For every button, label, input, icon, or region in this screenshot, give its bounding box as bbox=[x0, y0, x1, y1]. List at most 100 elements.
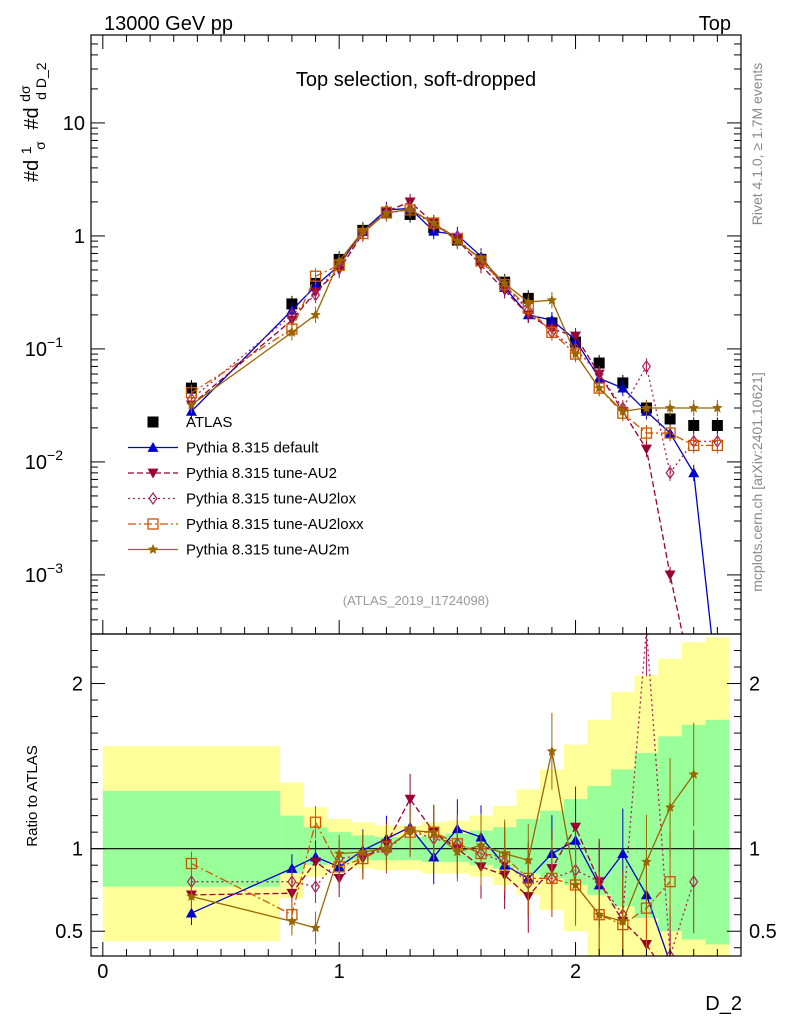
main-series-layer bbox=[185, 193, 724, 634]
legend-item-pythia-8-315-tune-au2m: Pythia 8.315 tune-AU2m bbox=[128, 542, 349, 559]
ratio-point bbox=[310, 857, 322, 868]
data-point bbox=[711, 420, 723, 432]
analysis-tag: (ATLAS_2019_I1724098) bbox=[343, 593, 489, 608]
data-point bbox=[594, 367, 604, 381]
data-point bbox=[523, 296, 534, 307]
data-point bbox=[546, 294, 558, 305]
ratio-point bbox=[688, 768, 699, 779]
ratio-point bbox=[499, 848, 510, 859]
data-point bbox=[664, 427, 676, 439]
x-axis: 0 1 2 bbox=[97, 35, 718, 983]
data-point bbox=[546, 326, 558, 339]
legend-marker bbox=[147, 416, 159, 428]
legend-label: Pythia 8.315 tune-AU2 bbox=[186, 465, 337, 482]
data-point bbox=[570, 348, 581, 359]
data-point bbox=[688, 420, 700, 432]
main-y-tick-label: 10−1 bbox=[25, 334, 63, 361]
data-point bbox=[711, 439, 724, 452]
legend-item-pythia-8-315-tune-au2loxx: Pythia 8.315 tune-AU2loxx bbox=[128, 516, 364, 533]
data-point bbox=[404, 203, 416, 214]
data-point bbox=[665, 466, 675, 480]
x-tick-label: 0 bbox=[97, 961, 108, 983]
data-point bbox=[664, 413, 676, 425]
ratio-point bbox=[523, 854, 534, 865]
x-tick-label: 1 bbox=[334, 961, 345, 983]
ylabel-dsigma: dσ bbox=[17, 85, 33, 102]
legend-item-atlas: ATLAS bbox=[147, 414, 232, 431]
uncertainty-band-green bbox=[705, 719, 730, 945]
data-point bbox=[381, 207, 392, 218]
ratio-point bbox=[546, 872, 558, 885]
ratio-panel: 0.5 0.5 1 1 2 2 0 1 2 Ratio to ATLAS D_2 bbox=[24, 35, 777, 1015]
ylabel-prefix: #d bbox=[21, 160, 43, 182]
ratio-point bbox=[570, 879, 581, 890]
legend-item-pythia-8-315-tune-au2lox: Pythia 8.315 tune-AU2lox bbox=[128, 491, 357, 508]
header-energy-label: 13000 GeV pp bbox=[104, 13, 233, 35]
main-y-axis: 10−3 10−2 10−1 1 10 bbox=[25, 34, 741, 635]
ratio-point bbox=[357, 846, 368, 857]
ratio-point bbox=[186, 891, 197, 901]
ratio-y-tick-label-right: 2 bbox=[749, 674, 760, 696]
ratio-y-axis: 0.5 0.5 1 1 2 2 bbox=[55, 650, 777, 949]
legend-marker bbox=[147, 442, 159, 452]
uncertainty-band-green bbox=[280, 815, 304, 874]
legend-marker bbox=[147, 544, 159, 554]
main-y-tick-label: 10−2 bbox=[25, 447, 63, 474]
rivet-version-label: Rivet 4.1.0, ≥ 1.7M events bbox=[749, 63, 765, 226]
ratio-point bbox=[689, 875, 699, 889]
ylabel-dd2: d D_2 bbox=[33, 62, 49, 100]
ratio-point bbox=[310, 922, 321, 933]
data-point bbox=[334, 255, 345, 266]
main-y-axis-label: #d 1 σ #d dσ d D_2 bbox=[13, 62, 50, 182]
data-point bbox=[712, 402, 723, 413]
ratio-point bbox=[309, 816, 322, 828]
ratio-point bbox=[664, 876, 676, 888]
ylabel-sigma: σ bbox=[32, 141, 48, 150]
data-point bbox=[617, 382, 629, 393]
data-point bbox=[688, 439, 700, 452]
ratio-point bbox=[570, 822, 582, 833]
ratio-y-tick-label: 1 bbox=[72, 839, 83, 861]
svg-text:#d 1 σ: #d 1 σ #d dσ d D_2 bbox=[13, 62, 50, 182]
data-point bbox=[428, 217, 439, 228]
data-point bbox=[688, 402, 699, 413]
ratio-point bbox=[452, 846, 463, 857]
main-title: Top selection, soft-dropped bbox=[296, 69, 536, 91]
data-point bbox=[664, 570, 676, 581]
legend-label: Pythia 8.315 tune-AU2m bbox=[186, 542, 349, 559]
legend-label: Pythia 8.315 default bbox=[186, 440, 319, 457]
series-pythia-8-315-tune-au2m bbox=[186, 201, 723, 420]
ratio-point bbox=[664, 801, 676, 812]
mcplots-label: mcplots.cern.ch [arXiv:2401.10621] bbox=[749, 372, 765, 591]
legend-item-pythia-8-315-default: Pythia 8.315 default bbox=[128, 440, 319, 457]
data-point bbox=[357, 225, 368, 236]
data-point bbox=[664, 402, 676, 413]
data-point bbox=[641, 402, 652, 413]
ratio-point bbox=[617, 915, 628, 926]
legend-label: ATLAS bbox=[186, 414, 232, 431]
main-y-tick-label: 10−3 bbox=[25, 560, 63, 587]
data-point bbox=[499, 277, 510, 288]
ratio-point bbox=[594, 909, 605, 920]
legend-label: Pythia 8.315 tune-AU2loxx bbox=[186, 516, 364, 533]
data-point bbox=[286, 326, 298, 337]
data-point bbox=[593, 357, 605, 369]
ratio-point bbox=[546, 745, 558, 756]
ratio-y-tick-label: 0.5 bbox=[55, 921, 83, 943]
main-y-tick-label: 1 bbox=[74, 226, 85, 248]
ratio-point bbox=[641, 856, 652, 867]
data-point bbox=[640, 444, 652, 455]
data-point bbox=[287, 308, 297, 322]
ylabel-hashd: #d bbox=[21, 107, 43, 129]
x-tick-label: 2 bbox=[570, 961, 581, 983]
data-point bbox=[688, 467, 700, 478]
ratio-point bbox=[617, 848, 629, 859]
data-point bbox=[546, 314, 558, 325]
data-point bbox=[617, 405, 628, 416]
ratio-point bbox=[185, 857, 198, 870]
legend-marker bbox=[148, 491, 158, 506]
ratio-y-tick-label-right: 0.5 bbox=[749, 921, 777, 943]
data-point bbox=[640, 427, 653, 439]
data-point bbox=[309, 270, 322, 282]
